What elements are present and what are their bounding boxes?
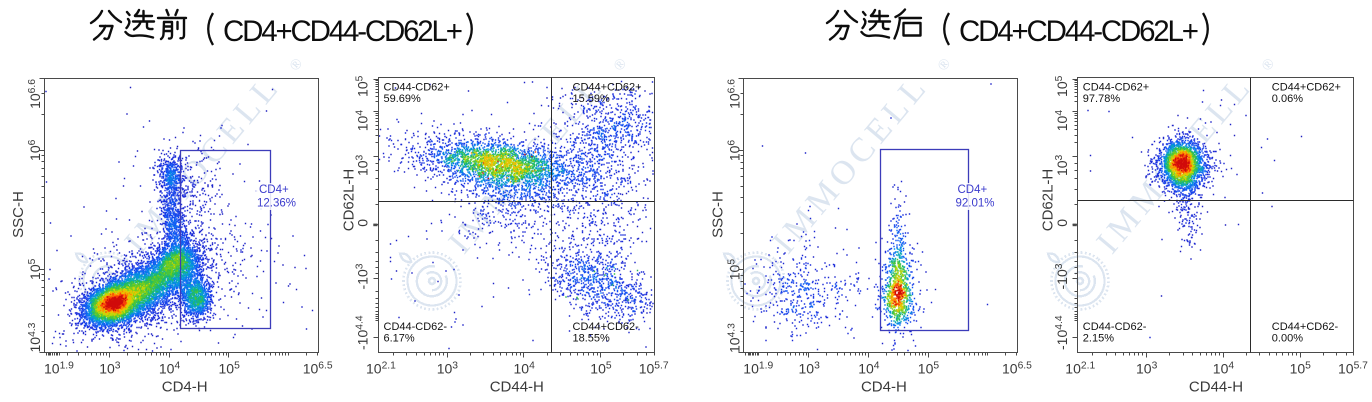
svg-text:103: 103	[99, 361, 121, 377]
svg-text:92.01%: 92.01%	[956, 198, 995, 210]
svg-text:CD4+: CD4+	[958, 184, 988, 196]
svg-text:106: 106	[27, 139, 43, 161]
svg-text:105: 105	[1290, 361, 1312, 377]
svg-text:CD62L-H: CD62L-H	[1040, 169, 1057, 232]
svg-text:®: ®	[1259, 55, 1279, 74]
svg-text:105: 105	[1054, 75, 1070, 97]
svg-text:105.7: 105.7	[1338, 361, 1368, 377]
svg-text:CD44-CD62+: CD44-CD62+	[384, 82, 450, 94]
svg-text:CD44-H: CD44-H	[490, 379, 544, 396]
svg-text:102.1: 102.1	[1065, 361, 1095, 377]
svg-text:6.17%: 6.17%	[384, 333, 415, 345]
svg-text:104.3: 104.3	[27, 322, 43, 352]
svg-text:105.7: 105.7	[639, 361, 669, 377]
svg-text:106.5: 106.5	[1002, 361, 1032, 377]
svg-text:-104.4: -104.4	[1054, 315, 1070, 350]
svg-text:CD44+CD62-: CD44+CD62-	[573, 321, 640, 333]
svg-text:12.36%: 12.36%	[257, 198, 296, 210]
svg-text:104: 104	[858, 361, 880, 377]
svg-text:SSC-H: SSC-H	[710, 191, 727, 238]
svg-text:102.1: 102.1	[366, 361, 396, 377]
svg-text:CD44+CD62-: CD44+CD62-	[1272, 321, 1339, 333]
svg-text:-103: -103	[355, 263, 371, 289]
svg-text:105: 105	[27, 258, 43, 280]
svg-text:104.3: 104.3	[726, 323, 742, 353]
svg-text:0: 0	[355, 219, 371, 227]
svg-text:CD4+: CD4+	[259, 184, 289, 196]
svg-text:®: ®	[935, 55, 955, 74]
svg-text:105: 105	[355, 75, 371, 97]
svg-text:101.9: 101.9	[44, 361, 74, 377]
svg-text:CD4+CD44-CD62L+: CD4+CD44-CD62L+	[959, 15, 1199, 48]
svg-text:CD62L-H: CD62L-H	[340, 169, 357, 232]
svg-text:IMMOCELL: IMMOCELL	[766, 67, 937, 260]
svg-text:59.69%: 59.69%	[384, 93, 422, 105]
svg-text:15.59%: 15.59%	[573, 93, 611, 105]
svg-text:104: 104	[514, 361, 536, 377]
svg-text:-103: -103	[1054, 263, 1070, 289]
svg-text:CD44-H: CD44-H	[1189, 379, 1243, 396]
svg-text:105: 105	[918, 361, 940, 377]
svg-text:SSC-H: SSC-H	[10, 191, 27, 238]
svg-text:2.15%: 2.15%	[1083, 333, 1114, 345]
svg-text:CD44-CD62+: CD44-CD62+	[1083, 82, 1149, 94]
svg-text:104: 104	[355, 110, 371, 132]
svg-text:106.6: 106.6	[726, 79, 742, 109]
svg-text:0.06%: 0.06%	[1272, 93, 1303, 105]
svg-text:105: 105	[590, 361, 612, 377]
svg-text:IMMOCELL: IMMOCELL	[118, 67, 289, 260]
svg-text:®: ®	[611, 55, 631, 74]
svg-text:-104.4: -104.4	[355, 315, 371, 350]
svg-text:CD4-H: CD4-H	[861, 379, 907, 396]
svg-text:97.78%: 97.78%	[1083, 93, 1121, 105]
svg-text:CD44+CD62+: CD44+CD62+	[573, 82, 642, 94]
svg-text:CD44-CD62-: CD44-CD62-	[1083, 321, 1147, 333]
svg-text:18.55%: 18.55%	[573, 333, 611, 345]
svg-text:103: 103	[1136, 361, 1158, 377]
svg-text:101.9: 101.9	[743, 361, 773, 377]
svg-text:104: 104	[159, 361, 181, 377]
svg-text:106.6: 106.6	[27, 79, 43, 109]
svg-text:®: ®	[287, 55, 307, 74]
svg-text:0: 0	[1054, 219, 1070, 227]
svg-text:CD44-CD62-: CD44-CD62-	[384, 321, 448, 333]
svg-text:105: 105	[219, 361, 241, 377]
svg-text:106: 106	[726, 140, 742, 162]
svg-text:103: 103	[437, 361, 459, 377]
svg-text:106.5: 106.5	[303, 361, 333, 377]
svg-text:0.00%: 0.00%	[1272, 333, 1303, 345]
svg-text:103: 103	[799, 361, 821, 377]
svg-text:CD4-H: CD4-H	[162, 379, 208, 396]
svg-text:104: 104	[1054, 110, 1070, 132]
svg-text:CD44+CD62+: CD44+CD62+	[1272, 82, 1341, 94]
svg-text:104: 104	[1213, 361, 1235, 377]
svg-text:CD4+CD44-CD62L+: CD4+CD44-CD62L+	[223, 15, 463, 48]
